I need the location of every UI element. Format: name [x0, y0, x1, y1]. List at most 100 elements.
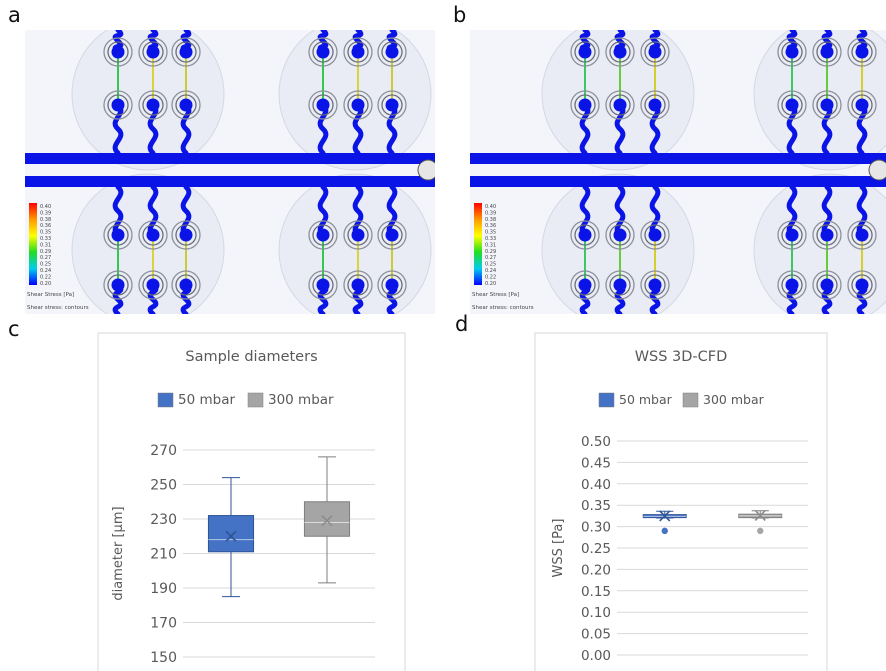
y-tick-label: 0.05 — [581, 627, 611, 643]
node-ring — [574, 274, 596, 296]
color-scale-tick: 0.35 — [485, 230, 496, 236]
node-ring — [175, 41, 197, 63]
node-dot — [146, 278, 160, 292]
node-ring — [640, 37, 670, 67]
node-ring — [781, 224, 803, 246]
node-ring — [847, 90, 877, 120]
node-dot — [385, 228, 399, 242]
node-dot — [578, 228, 592, 242]
node-ring — [605, 37, 635, 67]
serpentine-channel — [856, 184, 868, 238]
y-tick-label: 0.00 — [581, 648, 611, 664]
node-ring — [377, 37, 407, 67]
legend-swatch — [247, 392, 264, 408]
node-dot — [146, 98, 160, 112]
node-dot — [613, 45, 627, 59]
node-ring — [347, 94, 369, 116]
node-dot — [855, 228, 869, 242]
node-ring — [142, 94, 164, 116]
panel-label-c: c — [8, 317, 20, 341]
node-dot — [351, 45, 365, 59]
serpentine-channel — [112, 102, 124, 156]
node-ring — [308, 37, 338, 67]
node-ring — [574, 41, 596, 63]
node-ring — [605, 90, 635, 120]
node-ring — [107, 41, 129, 63]
color-scale-tick: 0.25 — [485, 262, 496, 268]
node-ring — [343, 220, 373, 250]
main-channel — [25, 153, 435, 164]
y-tick-label: 0.25 — [581, 541, 611, 557]
node-ring — [103, 270, 133, 300]
node-ring — [640, 220, 670, 250]
color-scale-tick: 0.25 — [40, 262, 51, 268]
legend-swatch — [598, 392, 615, 408]
node-ring — [377, 220, 407, 250]
node-ring — [812, 90, 842, 120]
node-ring — [570, 37, 600, 67]
node-dot — [578, 45, 592, 59]
color-scale-tick: 0.20 — [485, 281, 496, 287]
node-ring — [609, 224, 631, 246]
color-scale-tick: 0.39 — [40, 210, 51, 216]
node-ring — [609, 274, 631, 296]
contour-caption: Shear stress: contours — [27, 305, 89, 311]
node-ring — [781, 94, 803, 116]
node-ring — [640, 270, 670, 300]
node-dot — [855, 98, 869, 112]
node-ring — [851, 274, 873, 296]
node-ring — [103, 220, 133, 250]
outlier-point — [757, 527, 764, 535]
node-dot — [316, 98, 330, 112]
color-scale-tick: 0.33 — [485, 236, 496, 242]
node-ring — [644, 274, 666, 296]
node-dot — [351, 228, 365, 242]
node-dot — [351, 98, 365, 112]
node-ring — [781, 274, 803, 296]
legend-label: 50 mbar — [178, 392, 235, 408]
color-scale-tick: 0.24 — [40, 268, 51, 274]
node-ring — [777, 270, 807, 300]
box-series-2 — [303, 501, 351, 537]
color-scale-tick: 0.38 — [485, 217, 496, 223]
node-ring — [343, 270, 373, 300]
serpentine-channel — [856, 102, 868, 156]
node-ring — [312, 274, 334, 296]
node-dot — [820, 278, 834, 292]
node-ring — [381, 274, 403, 296]
node-ring — [142, 41, 164, 63]
node-ring — [640, 90, 670, 120]
node-ring — [574, 94, 596, 116]
contour-caption: Shear stress: contours — [472, 305, 534, 311]
serpentine-channel — [180, 184, 192, 238]
serpentine-channel — [352, 184, 364, 238]
node-ring — [381, 41, 403, 63]
node-ring — [816, 224, 838, 246]
node-dot — [613, 278, 627, 292]
node-ring — [142, 274, 164, 296]
y-tick-label: 250 — [150, 478, 177, 494]
node-ring — [347, 274, 369, 296]
node-ring — [312, 224, 334, 246]
main-channel — [470, 153, 886, 164]
color-scale-tick: 0.31 — [40, 242, 51, 248]
y-axis-label: WSS [Pa] — [551, 519, 566, 578]
node-ring — [308, 270, 338, 300]
color-scale-caption: Shear Stress [Pa] — [27, 292, 74, 298]
mean-marker — [754, 509, 766, 522]
serpentine-channel — [317, 102, 329, 156]
serpentine-channel — [614, 102, 626, 156]
node-ring — [644, 224, 666, 246]
node-dot — [578, 98, 592, 112]
color-scale-bar — [29, 203, 37, 285]
node-dot — [179, 98, 193, 112]
node-ring — [138, 90, 168, 120]
node-ring — [777, 90, 807, 120]
node-ring — [107, 94, 129, 116]
node-dot — [613, 98, 627, 112]
color-scale-tick: 0.36 — [40, 223, 51, 229]
color-scale-tick: 0.40 — [40, 204, 51, 210]
node-dot — [785, 278, 799, 292]
y-tick-label: 170 — [150, 616, 177, 632]
node-ring — [777, 220, 807, 250]
